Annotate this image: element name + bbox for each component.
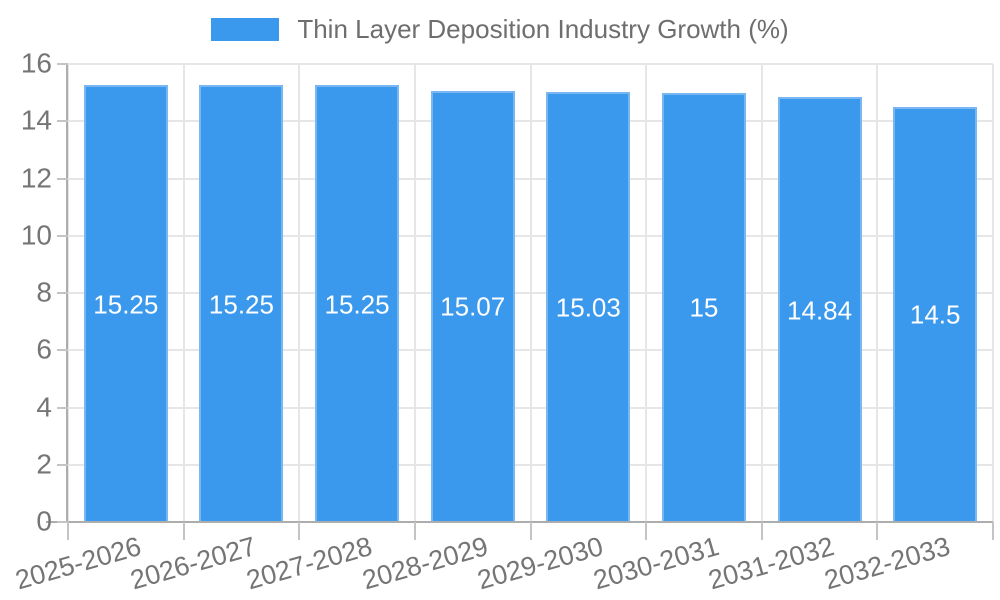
x-gridline <box>298 64 301 522</box>
bar-2026-2027[interactable]: 15.25 <box>199 85 284 522</box>
y-tick-mark <box>57 177 68 180</box>
x-tick-label: 2028-2029 <box>358 531 491 596</box>
plot-area: 15.25 15.25 15.25 15.07 15.03 15 14.84 14.5 <box>67 63 994 523</box>
x-tick-mark <box>67 522 69 540</box>
x-axis-line <box>46 521 993 523</box>
x-gridline <box>645 64 648 522</box>
bar-2027-2028[interactable]: 15.25 <box>315 85 400 522</box>
bar-value-label: 14.5 <box>909 299 961 330</box>
y-tick-label: 0 <box>36 505 52 537</box>
bar-2025-2026[interactable]: 15.25 <box>83 85 168 522</box>
x-tick-mark <box>529 522 532 540</box>
x-tick-mark <box>992 522 994 540</box>
legend-label: Thin Layer Deposition Industry Growth (%… <box>297 14 789 44</box>
bar-value-label: 15 <box>689 292 719 323</box>
y-tick-label: 8 <box>36 276 52 308</box>
y-tick-mark <box>57 406 68 409</box>
y-tick-mark <box>57 63 68 65</box>
x-tick-label: 2025-2026 <box>11 531 145 596</box>
x-tick-mark <box>645 522 648 540</box>
bar-value-label: 15.25 <box>93 289 159 320</box>
x-tick-mark <box>876 522 879 540</box>
bar-value-label: 15.25 <box>208 289 274 320</box>
x-tick-label: 2030-2031 <box>589 531 723 596</box>
y-tick-label: 12 <box>20 161 52 193</box>
bar-value-label: 15.25 <box>324 289 390 320</box>
y-tick-label: 14 <box>20 104 52 136</box>
x-gridline <box>992 64 994 522</box>
x-gridline <box>876 64 879 522</box>
y-tick-mark <box>57 292 68 294</box>
x-gridline <box>67 64 69 522</box>
bar-value-label: 14.84 <box>787 295 853 326</box>
x-tick-label: 2029-2030 <box>474 531 607 596</box>
x-gridline <box>529 64 532 522</box>
legend-color-swatch <box>211 18 280 41</box>
x-tick-mark <box>760 522 763 540</box>
x-gridline <box>760 64 763 522</box>
bar-value-label: 15.07 <box>440 291 506 322</box>
x-gridline <box>413 64 416 522</box>
bar-2028-2029[interactable]: 15.07 <box>430 90 515 522</box>
y-tick-label: 16 <box>20 47 52 79</box>
y-tick-label: 4 <box>36 390 52 422</box>
y-tick-label: 2 <box>36 448 52 480</box>
y-tick-mark <box>57 521 68 523</box>
bar-value-label: 15.03 <box>555 292 621 323</box>
y-tick-mark <box>57 120 68 123</box>
y-tick-mark <box>57 234 68 237</box>
bar-2032-2033[interactable]: 14.5 <box>893 106 978 522</box>
y-tick-label: 6 <box>36 333 52 365</box>
y-tick-mark <box>57 463 68 466</box>
x-tick-label: 2026-2027 <box>127 531 260 596</box>
x-gridline <box>182 64 185 522</box>
y-tick-label: 10 <box>20 219 52 251</box>
x-tick-label: 2027-2028 <box>242 531 376 596</box>
legend-item[interactable]: Thin Layer Deposition Industry Growth (%… <box>211 14 789 45</box>
x-tick-mark <box>182 522 185 540</box>
x-tick-label: 2032-2033 <box>821 531 954 596</box>
bar-2031-2032[interactable]: 14.84 <box>777 97 862 522</box>
x-tick-label: 2031-2032 <box>705 531 838 596</box>
bar-2030-2031[interactable]: 15 <box>661 92 746 522</box>
chart-legend: Thin Layer Deposition Industry Growth (%… <box>0 14 1000 45</box>
y-tick-mark <box>57 349 68 352</box>
x-tick-mark <box>298 522 301 540</box>
bar-2029-2030[interactable]: 15.03 <box>546 91 631 522</box>
x-tick-mark <box>413 522 416 540</box>
